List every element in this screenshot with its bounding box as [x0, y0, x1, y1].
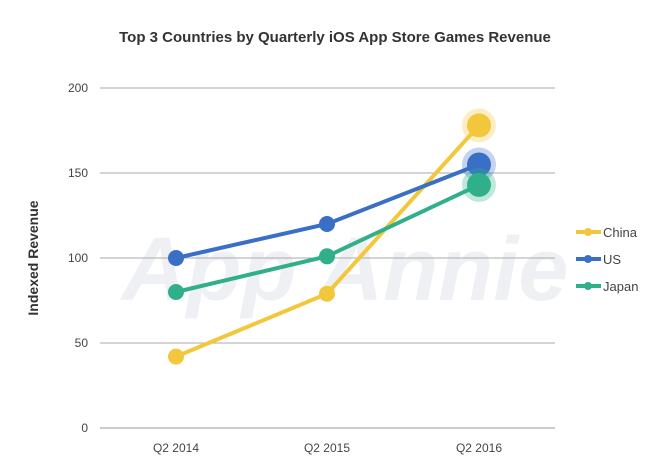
y-tick-label: 100 — [68, 251, 88, 265]
legend-label: US — [603, 252, 621, 267]
legend-label: Japan — [603, 279, 638, 294]
y-tick-label: 150 — [68, 166, 88, 180]
legend-label: China — [603, 225, 638, 240]
data-point-japan — [168, 284, 184, 300]
data-point-china — [467, 113, 491, 138]
x-tick-label: Q2 2014 — [153, 441, 199, 455]
y-tick-label: 50 — [75, 336, 89, 350]
y-tick-label: 0 — [81, 421, 88, 435]
data-point-japan — [467, 172, 491, 197]
data-point-us — [467, 152, 491, 177]
legend-swatch-dot — [584, 228, 592, 236]
x-tick-label: Q2 2016 — [456, 441, 502, 455]
y-axis-label: Indexed Revenue — [25, 200, 41, 315]
data-point-china — [319, 285, 335, 302]
data-point-us — [319, 216, 335, 232]
x-tick-label: Q2 2015 — [304, 441, 350, 455]
data-point-us — [168, 250, 184, 266]
watermark: App Annie — [120, 220, 569, 320]
legend-swatch-dot — [584, 255, 592, 263]
chart-title: Top 3 Countries by Quarterly iOS App Sto… — [119, 29, 551, 46]
data-point-japan — [319, 248, 335, 265]
y-tick-label: 200 — [68, 81, 88, 95]
data-point-china — [168, 348, 184, 365]
legend-swatch-dot — [584, 282, 592, 290]
